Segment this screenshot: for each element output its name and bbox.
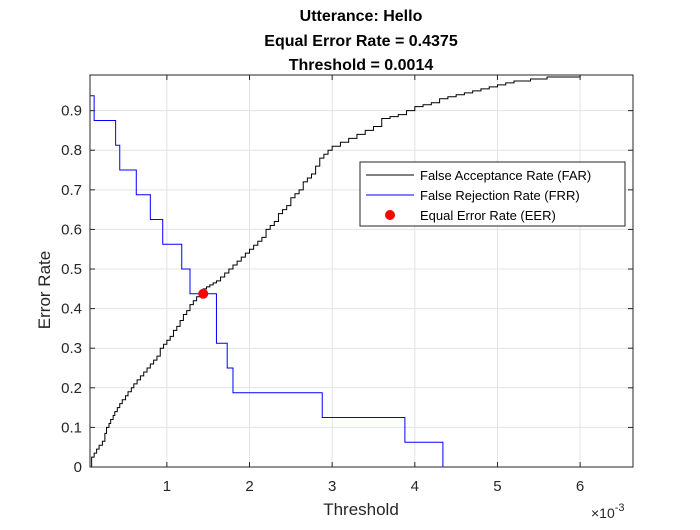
plot-background <box>90 75 633 467</box>
x-exponent-power: -3 <box>615 502 625 514</box>
x-tick-label-5: 6 <box>576 478 584 495</box>
x-axis-label: Threshold <box>323 500 399 519</box>
x-exponent-base: ×10 <box>591 505 615 521</box>
eer-marker <box>198 288 209 299</box>
chart-title-line-1: Utterance: Hello <box>300 8 423 25</box>
y-axis-label: Error Rate <box>35 251 54 329</box>
series-line-far <box>90 74 633 468</box>
chart-title: Utterance: Hello Equal Error Rate = 0.43… <box>264 8 458 74</box>
legend-label-frr: False Rejection Rate (FRR) <box>420 188 580 203</box>
y-tick-label-1: 0.1 <box>61 419 82 436</box>
y-tick-label-4: 0.4 <box>61 301 82 318</box>
x-tick-label-2: 3 <box>328 478 336 495</box>
series-line-frr <box>90 95 633 468</box>
x-tick-label-4: 5 <box>493 478 501 495</box>
data-series <box>90 74 633 468</box>
x-exponent-label: ×10-3 <box>591 502 625 521</box>
legend-label-far: False Acceptance Rate (FAR) <box>420 168 591 183</box>
chart-title-line-2: Equal Error Rate = 0.4375 <box>264 33 458 50</box>
legend: False Acceptance Rate (FAR) False Rejecti… <box>359 161 626 227</box>
legend-label-eer: Equal Error Rate (EER) <box>420 208 556 223</box>
y-tick-label-5: 0.5 <box>61 261 82 278</box>
y-tick-label-0: 0 <box>74 459 82 476</box>
x-tick-label-3: 4 <box>411 478 419 495</box>
axes <box>89 74 634 468</box>
x-tick-labels: 1 2 3 4 5 6 <box>163 478 585 495</box>
y-tick-label-9: 0.9 <box>61 103 82 120</box>
axes-box <box>89 74 634 468</box>
y-tick-label-2: 0.2 <box>61 380 82 397</box>
eer-marker-group <box>198 288 209 299</box>
y-tick-label-3: 0.3 <box>61 340 82 357</box>
legend-swatch-eer <box>385 210 395 220</box>
chart-title-line-3: Threshold = 0.0014 <box>289 57 434 74</box>
plot-area <box>90 75 633 467</box>
legend-box <box>359 161 626 227</box>
x-tick-label-0: 1 <box>163 478 171 495</box>
y-tick-labels: 0 0.1 0.2 0.3 0.4 0.5 0.6 0.7 0.8 0.9 <box>61 103 82 476</box>
y-tick-label-7: 0.7 <box>61 182 82 199</box>
y-tick-label-6: 0.6 <box>61 221 82 238</box>
x-tick-label-1: 2 <box>245 478 253 495</box>
y-tick-label-8: 0.8 <box>61 142 82 159</box>
